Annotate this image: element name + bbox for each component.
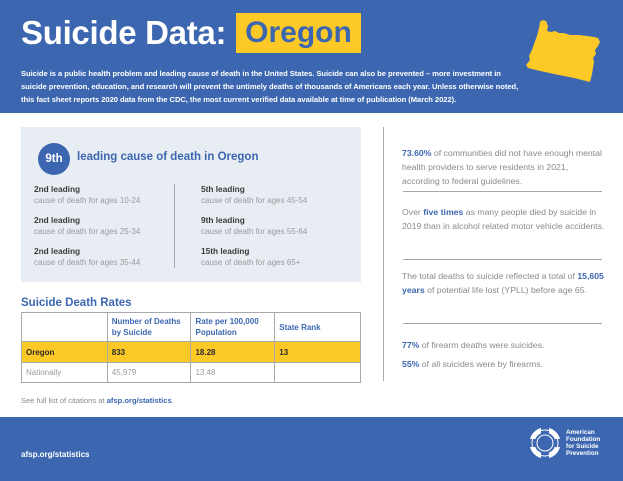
rank-cell	[274, 362, 361, 383]
intro-paragraph: Suicide is a public health problem and l…	[21, 69, 519, 104]
rate-cell: 18.28	[190, 341, 276, 363]
rank-lead: 2nd leading	[34, 184, 81, 194]
fact-alcohol-comparison: Over five times as many people died by s…	[402, 205, 607, 233]
fact-text: The total deaths to suicide reflected a …	[402, 271, 578, 281]
rank-column-divider	[174, 184, 175, 268]
deaths-cell: 45,979	[106, 362, 192, 383]
rank-desc: cause of death for ages 65+	[201, 258, 301, 267]
rank-lead: 5th leading	[201, 184, 245, 194]
overall-rank-badge: 9th	[38, 143, 70, 175]
deaths-cell: 833	[106, 341, 192, 363]
facts-column-rule	[383, 127, 384, 381]
rank-item: 9th leading cause of death for ages 55-6…	[201, 214, 351, 245]
fact-highlight: 73.60%	[402, 148, 432, 158]
overall-rank-label: leading cause of death in Oregon	[77, 151, 259, 163]
fact-text: of potential life lost (YPLL) before age…	[424, 285, 587, 295]
logo-line: for Suicide	[566, 443, 599, 450]
rank-desc: cause of death for ages 25-34	[34, 227, 141, 236]
title-text: Suicide Data:	[21, 14, 227, 51]
fact-highlight: 15,605 years	[402, 271, 604, 295]
rank-item: 5th leading cause of death for ages 45-5…	[201, 183, 351, 214]
fact-providers: 73.60% of communities did not have enoug…	[402, 146, 607, 188]
death-rates-table: Number of Deaths by Suicide Rate per 100…	[21, 312, 361, 383]
fact-highlight: 55%	[402, 359, 420, 369]
rank-desc: cause of death for ages 10-24	[34, 196, 141, 205]
page-title: Suicide Data: Oregon	[21, 12, 361, 54]
column-header: Number of Deaths by Suicide	[106, 312, 192, 342]
rank-item: 2nd leading cause of death for ages 10-2…	[34, 183, 184, 214]
table-row-state: Oregon 833 18.28 13	[21, 341, 361, 363]
logo-line: Prevention	[566, 450, 599, 458]
citation-prefix: See full list of citations at	[21, 396, 107, 405]
footer-banner: afsp.org/statistics American Foundation …	[0, 417, 623, 481]
rank-desc: cause of death for ages 55-64	[201, 227, 308, 236]
fact-divider	[403, 191, 602, 192]
fact-divider	[403, 259, 602, 260]
rank-item: 15th leading cause of death for ages 65+	[201, 245, 351, 276]
logo-wordmark: American Foundation for Suicide Preventi…	[566, 429, 600, 458]
rate-cell: 13.48	[190, 362, 276, 383]
rates-section-title: Suicide Death Rates	[21, 297, 132, 309]
rank-item: 2nd leading cause of death for ages 25-3…	[34, 214, 184, 245]
rank-item: 2nd leading cause of death for ages 35-4…	[34, 245, 184, 276]
rank-desc: cause of death for ages 35-44	[34, 258, 141, 267]
rank-list-left: 2nd leading cause of death for ages 10-2…	[34, 183, 184, 276]
afsp-logo: American Foundation for Suicide Preventi…	[530, 428, 600, 458]
logo-line: Foundation	[566, 435, 601, 443]
rank-list-right: 5th leading cause of death for ages 45-5…	[201, 183, 351, 276]
citation-suffix: .	[171, 396, 174, 405]
footer-url-link[interactable]: afsp.org/statistics	[21, 450, 90, 459]
fact-firearm-deaths: 77% of firearm deaths were suicides.	[402, 338, 607, 352]
fact-divider	[403, 323, 602, 324]
rank-lead: 9th leading	[201, 215, 245, 225]
column-header: State Rank	[274, 312, 361, 342]
rank-cell: 13	[274, 341, 361, 363]
oregon-map-icon	[526, 20, 600, 82]
fact-text: of communities did not have enough menta…	[402, 148, 602, 186]
fact-text: as many people died by suicide in 2019 t…	[402, 207, 605, 231]
column-header: Rate per 100,000 Population	[190, 312, 276, 342]
fact-text: of all suicides were by firearms.	[419, 359, 543, 369]
state-name-badge: Oregon	[236, 13, 361, 53]
leading-cause-panel: 9th leading cause of death in Oregon 2nd…	[21, 127, 361, 282]
citation-link[interactable]: afsp.org/statistics	[106, 396, 172, 405]
row-label: Oregon	[21, 341, 108, 363]
rank-lead: 15th leading	[201, 246, 250, 256]
rank-desc: cause of death for ages 45-54	[201, 196, 308, 205]
row-label: Nationally	[21, 362, 108, 383]
fact-firearm-suicides: 55% of all suicides were by firearms.	[402, 357, 607, 371]
fact-ypll: The total deaths to suicide reflected a …	[402, 269, 607, 297]
fact-highlight: 77%	[402, 340, 420, 350]
fact-text: of firearm deaths were suicides.	[419, 340, 545, 350]
header-banner: Suicide Data: Oregon Suicide is a public…	[0, 0, 623, 113]
life-preserver-icon	[530, 428, 560, 458]
table-row-national: Nationally 45,979 13.48	[21, 362, 361, 383]
logo-line: American	[566, 428, 595, 436]
fact-highlight: five times	[423, 207, 464, 217]
rank-lead: 2nd leading	[34, 215, 81, 225]
citation-note: See full list of citations at afsp.org/s…	[21, 396, 174, 405]
fact-text: Over	[402, 207, 424, 217]
column-header	[21, 312, 108, 342]
rank-lead: 2nd leading	[34, 246, 81, 256]
table-header-row: Number of Deaths by Suicide Rate per 100…	[21, 312, 361, 342]
